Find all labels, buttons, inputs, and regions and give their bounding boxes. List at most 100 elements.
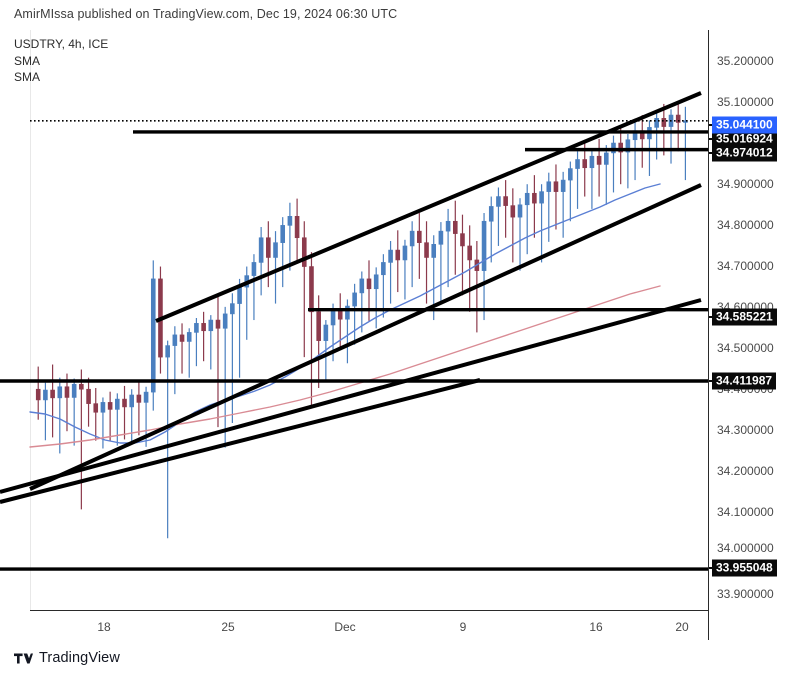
price-axis-divider [708,30,709,610]
candle-body [266,237,271,258]
price-tick-label: 34.700000 [717,259,774,273]
price-axis[interactable]: 35.200000 35.100000 34.900000 34.800000 34.7… [709,30,794,610]
candle-body [452,220,458,234]
candle-body [186,332,192,342]
price-tick-label: 34.500000 [717,341,774,355]
candle-body [230,303,235,315]
candle-body [496,196,501,207]
candle-body [287,216,293,226]
candle-body [172,334,178,346]
candle-body [107,402,113,410]
candle-body [86,388,91,404]
candle-body [179,334,185,342]
candle-body [251,262,257,276]
price-tick-label: 34.200000 [717,464,774,478]
chart-legend: USDTRY, 4h, ICE SMA SMA [14,36,108,86]
tradingview-logo-icon [14,653,33,663]
candle-body [373,274,379,290]
time-axis[interactable]: 18 25 Dec 9 16 20 [0,612,794,640]
attribution-text: AmirMIssa published on TradingView.com, … [14,7,398,21]
price-tag-tick [709,316,715,318]
candle-body [100,402,106,413]
time-tick-label: 25 [221,620,235,634]
candle-body [201,323,206,332]
candle-body [43,389,48,401]
candle-body [35,388,41,401]
candle-body [568,168,573,181]
trend-line-upper-channel-bottom[interactable] [29,183,702,491]
candle-body [79,383,84,390]
candle-body [115,398,120,410]
candle-body [409,230,415,247]
candle-body [57,386,63,399]
time-tick-label: 16 [589,620,603,634]
candle-body [150,278,156,393]
trend-line-lower-trend-lower[interactable] [0,378,481,504]
candle-body [460,233,465,247]
price-tag-tick [709,138,715,140]
candle-body [122,398,127,408]
candle-body [388,249,393,263]
legend-symbol[interactable]: USDTRY, 4h, ICE [14,37,109,51]
candle-body [431,244,437,258]
price-tick-label: 33.900000 [717,587,774,601]
candle-body [129,394,134,408]
candle-body [661,118,667,127]
candle-body [50,389,55,399]
legend-indicator-sma-1[interactable]: SMA [14,53,41,68]
candle-body [165,345,170,358]
trend-line-upper-channel-top[interactable] [155,91,702,323]
plot-area [0,91,708,571]
price-level-tag[interactable]: 34.585221 [712,308,777,326]
current-price-tag[interactable]: 35.044100 [712,116,777,134]
price-tick-label: 34.300000 [717,423,774,437]
price-tick-label: 34.000000 [717,541,774,555]
candle-body [618,142,623,153]
candle-body [64,386,70,398]
candle-body [524,192,530,206]
tradingview-wordmark: TradingView [39,650,120,666]
price-tick-label: 35.200000 [717,54,774,68]
price-tick-label: 34.100000 [717,505,774,519]
candle-body [366,278,372,290]
candle-body [280,225,286,243]
price-tick-label: 34.800000 [717,218,774,232]
legend-indicator-sma-2[interactable]: SMA [14,70,41,84]
candle-body [402,245,408,261]
candle-body [323,324,329,341]
candle-body [625,139,631,153]
candle-body [539,191,544,204]
candle-body [345,305,350,320]
candle-body [467,245,472,261]
candle-body [603,152,609,165]
candle-body [301,237,307,267]
time-tick-label: 18 [97,620,111,634]
candle-body [517,204,523,218]
time-tick-label: 9 [459,620,467,634]
price-level-tag[interactable]: 34.411987 [712,372,777,390]
price-level-tag[interactable]: 34.974012 [712,144,777,162]
trend-line-lower-trend-upper[interactable] [0,298,702,494]
price-level-tag[interactable]: 35.016924 [712,130,777,148]
price-tag-tick [709,380,715,382]
candle-body [589,155,595,169]
candle-body [532,192,537,204]
candle-body [309,266,314,313]
candle-body [546,181,552,192]
candle-body [417,230,422,243]
candle-body [654,118,659,128]
time-tick-label: Dec [334,620,356,634]
candle-body [683,120,688,123]
candle-body [316,311,321,341]
candle-body [424,242,429,258]
price-tag-tick [709,567,715,569]
price-level-tag[interactable]: 33.955048 [712,559,777,577]
time-axis-right-divider [708,610,709,640]
price-tag-tick [709,152,715,154]
candle-body [553,181,559,192]
tradingview-footer: TradingView [14,650,120,666]
candle-body [582,159,588,169]
candle-body [438,230,444,245]
candle-body [510,205,516,218]
